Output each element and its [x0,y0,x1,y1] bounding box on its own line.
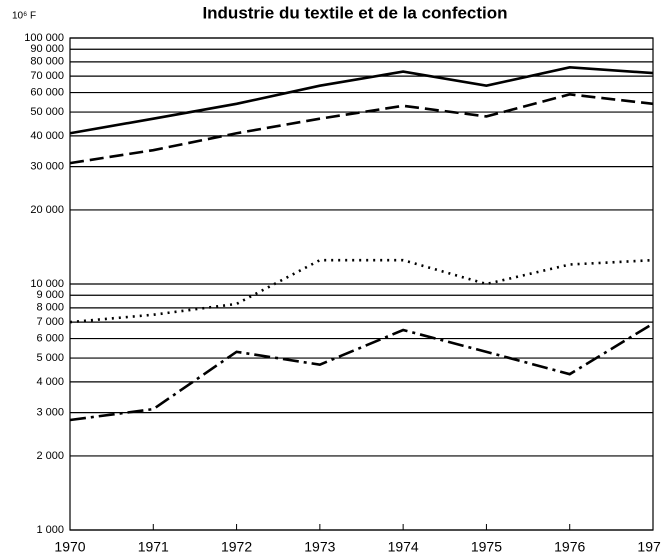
series-line [69,322,654,422]
y-tick-label: 3 000 [36,407,64,419]
x-tick-label: 1974 [388,539,419,555]
y-tick-label: 8 000 [36,302,64,314]
y-tick-label: 40 000 [30,130,64,142]
y-tick-label: 10 000 [30,278,64,290]
x-tick-label: 1971 [138,539,169,555]
y-tick-label: 7 000 [36,316,64,328]
series-line [69,66,654,135]
y-tick-label: 9 000 [36,289,64,301]
y-tick-label: 20 000 [30,204,64,216]
y-tick-label: 6 000 [36,332,64,344]
y-tick-label: 100 000 [24,32,64,44]
y-tick-label: 4 000 [36,376,64,388]
y-tick-label: 2 000 [36,450,64,462]
y-tick-label: 30 000 [30,161,64,173]
y-unit: 10⁶ F [12,11,36,22]
x-tick-label: 1977 [637,539,661,555]
x-tick-label: 1976 [554,539,585,555]
x-tick-label: 1972 [221,539,252,555]
x-tick-label: 1975 [471,539,502,555]
y-tick-label: 60 000 [30,86,64,98]
y-tick-label: 70 000 [30,70,64,82]
series-line [69,93,654,165]
y-tick-label: 80 000 [30,56,64,68]
y-tick-label: 5 000 [36,352,64,364]
y-tick-label: 50 000 [30,106,64,118]
y-tick-label: 90 000 [30,43,64,55]
x-tick-label: 1973 [304,539,335,555]
series-line [69,258,654,324]
y-tick-label: 1 000 [36,524,64,536]
x-tick-label: 1970 [54,539,85,555]
chart-title: Industrie du textile et de la confection [202,3,507,22]
